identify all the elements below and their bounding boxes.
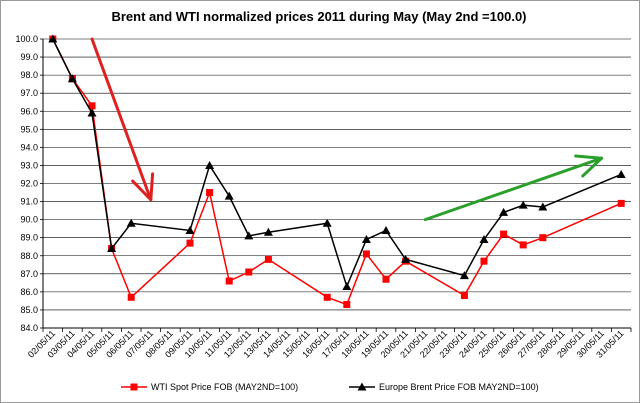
y-tick-label: 96.0	[20, 106, 38, 116]
series-line	[52, 38, 622, 306]
data-point-square	[343, 301, 351, 309]
data-point-square	[186, 239, 194, 247]
y-tick-label: 97.0	[20, 88, 38, 98]
data-point-triangle	[538, 202, 548, 211]
y-tick-label: 89.0	[20, 233, 38, 243]
y-tick-label: 84.0	[20, 323, 38, 333]
y-tick-label: 92.0	[20, 179, 38, 189]
y-tick-label: 85.0	[20, 305, 38, 315]
series-1	[48, 34, 626, 290]
data-point-triangle	[224, 191, 234, 200]
arrow-shaft	[423, 156, 604, 222]
y-tick-label: 88.0	[20, 251, 38, 261]
chart-title: Brent and WTI normalized prices 2011 dur…	[111, 9, 526, 24]
data-point-triangle	[616, 169, 626, 178]
y-tick-label: 91.0	[20, 197, 38, 207]
y-tick-label: 99.0	[20, 52, 38, 62]
y-tick-label: 94.0	[20, 142, 38, 152]
legend-item: Europe Brent Price FOB MAY2ND=100)	[349, 382, 539, 392]
data-point-triangle	[67, 74, 77, 83]
data-point-square	[225, 277, 233, 285]
data-point-square	[519, 241, 527, 249]
data-point-square	[245, 268, 253, 276]
data-point-square	[500, 230, 508, 238]
data-point-triangle	[357, 382, 367, 391]
arrow-head	[131, 172, 155, 202]
data-point-square	[362, 250, 370, 258]
data-point-square	[130, 383, 138, 391]
x-axis: 02/05/1103/05/1104/05/1105/05/1106/05/11…	[26, 327, 632, 360]
gridlines	[43, 38, 631, 329]
annotation-arrow	[90, 37, 155, 202]
data-point-square	[539, 234, 547, 242]
data-point-triangle	[518, 200, 528, 209]
data-point-triangle	[459, 271, 469, 280]
legend: WTI Spot Price FOB (MAY2ND=100) Europe Br…	[121, 382, 539, 392]
data-point-triangle	[381, 225, 391, 234]
data-point-triangle	[126, 218, 136, 227]
data-point-triangle	[342, 281, 352, 290]
y-tick-label: 100.0	[15, 34, 38, 44]
data-point-square	[206, 189, 214, 197]
data-point-triangle	[87, 108, 97, 117]
y-tick-label: 86.0	[20, 287, 38, 297]
y-tick-label: 90.0	[20, 215, 38, 225]
y-axis: 100.0 99.0 98.0 97.0 96.0 95.0 94.0 93.0 92.0 91.…	[15, 34, 44, 333]
annotation-arrow	[423, 154, 604, 222]
data-point-square	[617, 199, 625, 207]
data-point-square	[480, 257, 488, 265]
data-point-square	[264, 255, 272, 263]
legend-label: WTI Spot Price FOB (MAY2ND=100)	[151, 382, 298, 392]
series-0	[49, 35, 625, 309]
y-tick-label: 87.0	[20, 269, 38, 279]
data-point-square	[460, 291, 468, 299]
data-point-triangle	[499, 207, 509, 216]
legend-label: Europe Brent Price FOB MAY2ND=100)	[379, 382, 539, 392]
legend-item: WTI Spot Price FOB (MAY2ND=100)	[121, 382, 298, 392]
data-point-square	[382, 275, 390, 283]
data-point-square	[88, 102, 96, 110]
y-tick-label: 93.0	[20, 160, 38, 170]
data-point-triangle	[107, 244, 117, 253]
data-point-triangle	[322, 218, 332, 227]
arrow-head	[574, 154, 604, 178]
data-point-triangle	[48, 34, 58, 43]
data-point-triangle	[244, 231, 254, 240]
data-point-triangle	[479, 234, 489, 243]
series-layer	[48, 34, 626, 309]
data-point-square	[127, 293, 135, 301]
annotation-layer	[90, 37, 604, 222]
data-point-triangle	[263, 227, 273, 236]
y-tick-label: 98.0	[20, 70, 38, 80]
data-point-triangle	[205, 160, 215, 169]
data-point-triangle	[361, 234, 371, 243]
data-point-triangle	[185, 225, 195, 234]
data-point-square	[323, 293, 331, 301]
data-point-triangle	[401, 254, 411, 263]
arrow-shaft	[90, 37, 153, 202]
y-tick-label: 95.0	[20, 124, 38, 134]
